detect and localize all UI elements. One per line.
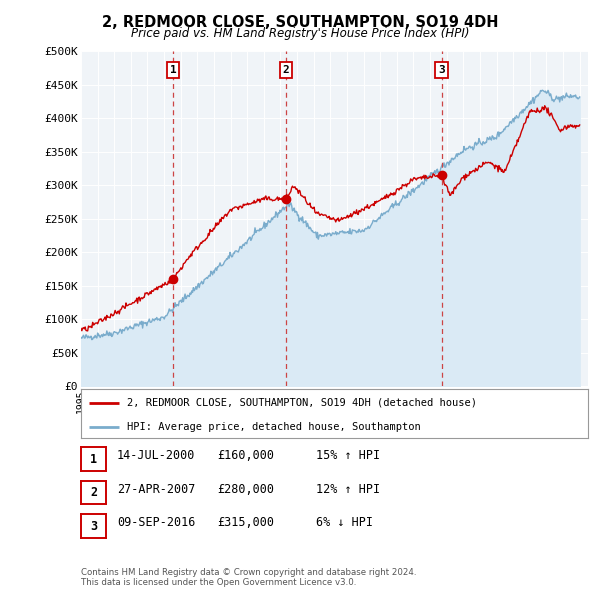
Text: 1: 1 [90,453,97,466]
Text: 2, REDMOOR CLOSE, SOUTHAMPTON, SO19 4DH (detached house): 2, REDMOOR CLOSE, SOUTHAMPTON, SO19 4DH … [127,398,476,408]
Text: Contains HM Land Registry data © Crown copyright and database right 2024.
This d: Contains HM Land Registry data © Crown c… [81,568,416,587]
Text: 1: 1 [170,65,176,75]
Text: 3: 3 [438,65,445,75]
Text: 09-SEP-2016: 09-SEP-2016 [117,516,196,529]
Text: 15% ↑ HPI: 15% ↑ HPI [316,449,380,462]
Text: 2: 2 [90,486,97,499]
Text: 12% ↑ HPI: 12% ↑ HPI [316,483,380,496]
Text: Price paid vs. HM Land Registry's House Price Index (HPI): Price paid vs. HM Land Registry's House … [131,27,469,40]
Text: £315,000: £315,000 [217,516,274,529]
Text: £280,000: £280,000 [217,483,274,496]
Text: 27-APR-2007: 27-APR-2007 [117,483,196,496]
Text: HPI: Average price, detached house, Southampton: HPI: Average price, detached house, Sout… [127,422,421,432]
Text: £160,000: £160,000 [217,449,274,462]
Text: 14-JUL-2000: 14-JUL-2000 [117,449,196,462]
Text: 2: 2 [283,65,289,75]
Text: 6% ↓ HPI: 6% ↓ HPI [316,516,373,529]
Text: 3: 3 [90,520,97,533]
Text: 2, REDMOOR CLOSE, SOUTHAMPTON, SO19 4DH: 2, REDMOOR CLOSE, SOUTHAMPTON, SO19 4DH [102,15,498,30]
